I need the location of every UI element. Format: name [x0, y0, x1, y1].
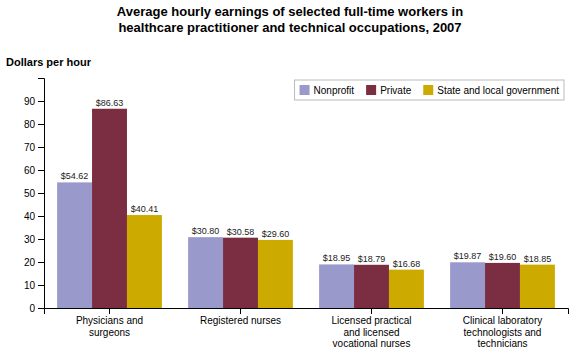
- y-tick-mark: [38, 193, 44, 194]
- chart-svg: Average hourly earnings of selected full…: [0, 0, 580, 360]
- y-tick-mark: [38, 285, 44, 286]
- x-tick-label-line: and licensed: [343, 327, 399, 338]
- legend: Nonprofit Private State and local governme…: [295, 80, 564, 100]
- bars: [57, 109, 555, 308]
- y-tick: 0: [29, 303, 44, 314]
- y-tick-label: 30: [24, 234, 36, 245]
- y-tick-label: 20: [24, 257, 36, 268]
- y-tick-label: 0: [29, 303, 35, 314]
- y-tick: 10: [24, 280, 44, 291]
- y-tick: 40: [24, 211, 44, 222]
- y-tick-mark: [38, 239, 44, 240]
- bar: [92, 109, 127, 308]
- x-tick-label: Clinical laboratorytechnologists andtech…: [463, 315, 542, 349]
- data-label: $16.68: [393, 259, 421, 269]
- legend-swatch: [366, 85, 376, 95]
- legend-frame: [295, 80, 564, 100]
- title-line: healthcare practitioner and technical oc…: [118, 20, 461, 35]
- x-tick-label-line: surgeons: [89, 327, 130, 338]
- x-tick: Licensed practicaland licensedvocational…: [331, 308, 411, 349]
- bar: [354, 265, 389, 308]
- y-tick: 80: [24, 119, 44, 130]
- data-label: $19.87: [454, 251, 482, 261]
- legend-label: Private: [380, 85, 412, 96]
- legend-label: State and local government: [437, 85, 559, 96]
- y-tick-mark: [38, 147, 44, 148]
- x-tick-mark: [371, 308, 372, 314]
- data-label: $19.60: [489, 252, 517, 262]
- x-tick: Physicians andsurgeons: [76, 308, 143, 338]
- bar: [127, 215, 162, 308]
- y-tick-label: 50: [24, 188, 36, 199]
- y-tick: 50: [24, 188, 44, 199]
- bar: [188, 237, 223, 308]
- data-label: $40.41: [131, 204, 159, 214]
- y-tick: 90: [24, 96, 44, 107]
- y-tick: 70: [24, 142, 44, 153]
- y-tick-mark: [38, 216, 44, 217]
- y-tick-label: 90: [24, 96, 36, 107]
- x-axis-line: [45, 309, 569, 315]
- bar: [485, 263, 520, 308]
- x-tick-mark: [240, 308, 241, 314]
- legend-swatch: [300, 85, 310, 95]
- y-tick-label: 60: [24, 165, 36, 176]
- title: Average hourly earnings of selected full…: [117, 4, 463, 35]
- y-tick-label: 10: [24, 280, 36, 291]
- data-label: $30.80: [192, 226, 220, 236]
- chart-container: Average hourly earnings of selected full…: [0, 0, 580, 360]
- bar-series: [127, 215, 555, 308]
- legend-swatch: [423, 85, 433, 95]
- y-tick-mark: [38, 170, 44, 171]
- x-tick-label: Physicians andsurgeons: [76, 315, 143, 338]
- x-tick-mark: [109, 308, 110, 314]
- y-tick-mark: [38, 308, 44, 309]
- title-line: Average hourly earnings of selected full…: [117, 4, 463, 19]
- data-labels: $54.62 $30.80 $18.95 $19.87 $86.63 $30.58 $18.…: [61, 98, 551, 269]
- legend-label: Nonprofit: [314, 85, 355, 96]
- bar-series: [92, 109, 520, 308]
- y-tick-mark: [38, 101, 44, 102]
- y-tick-mark: [38, 262, 44, 263]
- x-tick-label-line: Licensed practical: [331, 315, 411, 326]
- y-tick-label: 40: [24, 211, 36, 222]
- y-axis-line: [38, 79, 45, 309]
- y-tick-mark: [38, 124, 44, 125]
- x-tick-mark: [502, 308, 503, 314]
- x-tick-label: Licensed practicaland licensedvocational…: [331, 315, 411, 349]
- data-label: $29.60: [262, 229, 290, 239]
- y-axis: 0 10 20 30 40 50 60 70 80 90: [24, 79, 45, 314]
- x-tick-label-line: technologists and: [464, 327, 542, 338]
- x-tick-label-line: technicians: [477, 338, 527, 349]
- y-tick: 60: [24, 165, 44, 176]
- plot: 0 10 20 30 40 50 60 70 80 90 Physicians andsurgeon…: [24, 79, 569, 350]
- x-tick-label: Registered nurses: [200, 315, 281, 326]
- bar: [520, 265, 555, 308]
- y-tick-label: 70: [24, 142, 36, 153]
- y-tick: 20: [24, 257, 44, 268]
- data-label: $54.62: [61, 171, 89, 181]
- bar: [389, 270, 424, 308]
- x-tick: Registered nurses: [200, 308, 281, 326]
- bar: [319, 264, 354, 308]
- x-tick-label-line: vocational nurses: [333, 338, 411, 349]
- data-label: $30.58: [227, 227, 255, 237]
- data-label: $86.63: [96, 98, 124, 108]
- data-label: $18.79: [358, 254, 386, 264]
- y-axis-label: Dollars per hour: [6, 56, 92, 68]
- data-label: $18.85: [524, 254, 552, 264]
- y-tick: 30: [24, 234, 44, 245]
- bar: [450, 262, 485, 308]
- bar: [57, 182, 92, 308]
- x-axis: Physicians andsurgeons Registered nurses L…: [45, 308, 569, 349]
- data-label: $18.95: [323, 253, 351, 263]
- bar: [258, 240, 293, 308]
- x-tick-label-line: Physicians and: [76, 315, 143, 326]
- x-tick-label-line: Clinical laboratory: [463, 315, 542, 326]
- x-tick: Clinical laboratorytechnologists andtech…: [463, 308, 542, 349]
- x-tick-label-line: Registered nurses: [200, 315, 281, 326]
- bar: [223, 238, 258, 308]
- y-tick-label: 80: [24, 119, 36, 130]
